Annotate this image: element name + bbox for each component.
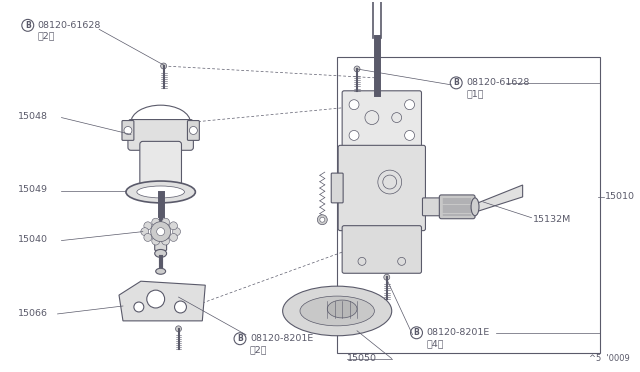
Ellipse shape bbox=[156, 268, 166, 274]
Circle shape bbox=[157, 228, 164, 235]
Circle shape bbox=[141, 228, 148, 235]
Circle shape bbox=[124, 126, 132, 134]
Circle shape bbox=[404, 100, 415, 110]
Ellipse shape bbox=[283, 286, 392, 336]
Circle shape bbox=[175, 326, 182, 332]
Polygon shape bbox=[119, 281, 205, 321]
Text: 08120-61628: 08120-61628 bbox=[466, 78, 529, 87]
FancyBboxPatch shape bbox=[439, 195, 475, 219]
Text: B: B bbox=[237, 334, 243, 343]
FancyBboxPatch shape bbox=[342, 226, 422, 273]
Text: （2）: （2） bbox=[250, 345, 268, 354]
Ellipse shape bbox=[300, 296, 374, 326]
Text: 15066: 15066 bbox=[18, 310, 48, 318]
Circle shape bbox=[175, 301, 186, 313]
Circle shape bbox=[147, 290, 164, 308]
FancyBboxPatch shape bbox=[140, 141, 182, 185]
Circle shape bbox=[349, 131, 359, 140]
FancyBboxPatch shape bbox=[342, 91, 422, 149]
Circle shape bbox=[161, 237, 170, 245]
Text: B: B bbox=[453, 78, 459, 87]
Circle shape bbox=[144, 222, 152, 230]
Text: 15049: 15049 bbox=[18, 186, 48, 195]
Ellipse shape bbox=[155, 250, 166, 257]
FancyBboxPatch shape bbox=[128, 119, 193, 150]
Circle shape bbox=[161, 63, 166, 69]
Text: 15040: 15040 bbox=[18, 235, 48, 244]
Circle shape bbox=[404, 131, 415, 140]
Ellipse shape bbox=[471, 198, 479, 216]
Circle shape bbox=[134, 302, 144, 312]
Text: 15048: 15048 bbox=[18, 112, 48, 121]
Circle shape bbox=[151, 222, 171, 241]
Circle shape bbox=[189, 126, 197, 134]
FancyBboxPatch shape bbox=[188, 121, 199, 140]
Text: B: B bbox=[413, 328, 419, 337]
Text: 15132M: 15132M bbox=[532, 215, 571, 224]
Text: 15010: 15010 bbox=[605, 192, 635, 201]
FancyBboxPatch shape bbox=[422, 198, 442, 216]
Text: B: B bbox=[25, 21, 31, 30]
Text: （2）: （2） bbox=[38, 32, 55, 41]
FancyBboxPatch shape bbox=[332, 173, 343, 203]
Circle shape bbox=[317, 215, 327, 225]
Ellipse shape bbox=[137, 186, 184, 198]
Text: 08120-8201E: 08120-8201E bbox=[250, 334, 313, 343]
Circle shape bbox=[384, 274, 390, 280]
Circle shape bbox=[320, 217, 324, 222]
Text: 08120-8201E: 08120-8201E bbox=[426, 328, 490, 337]
FancyBboxPatch shape bbox=[338, 145, 426, 231]
Ellipse shape bbox=[126, 181, 195, 203]
Text: （1）: （1） bbox=[466, 89, 484, 98]
Circle shape bbox=[354, 66, 360, 72]
Bar bbox=[337, 57, 600, 353]
Circle shape bbox=[152, 218, 160, 226]
Circle shape bbox=[173, 228, 180, 235]
Circle shape bbox=[170, 234, 177, 241]
Text: （4）: （4） bbox=[426, 339, 444, 348]
Ellipse shape bbox=[327, 300, 357, 318]
Text: 15050: 15050 bbox=[347, 354, 377, 363]
Circle shape bbox=[349, 100, 359, 110]
Circle shape bbox=[152, 237, 160, 245]
Circle shape bbox=[144, 234, 152, 241]
Circle shape bbox=[170, 222, 177, 230]
Polygon shape bbox=[473, 185, 523, 213]
Text: 08120-61628: 08120-61628 bbox=[38, 21, 101, 30]
Text: ^5  '0009: ^5 '0009 bbox=[589, 353, 630, 363]
FancyBboxPatch shape bbox=[155, 231, 166, 250]
FancyBboxPatch shape bbox=[122, 121, 134, 140]
Circle shape bbox=[161, 218, 170, 226]
